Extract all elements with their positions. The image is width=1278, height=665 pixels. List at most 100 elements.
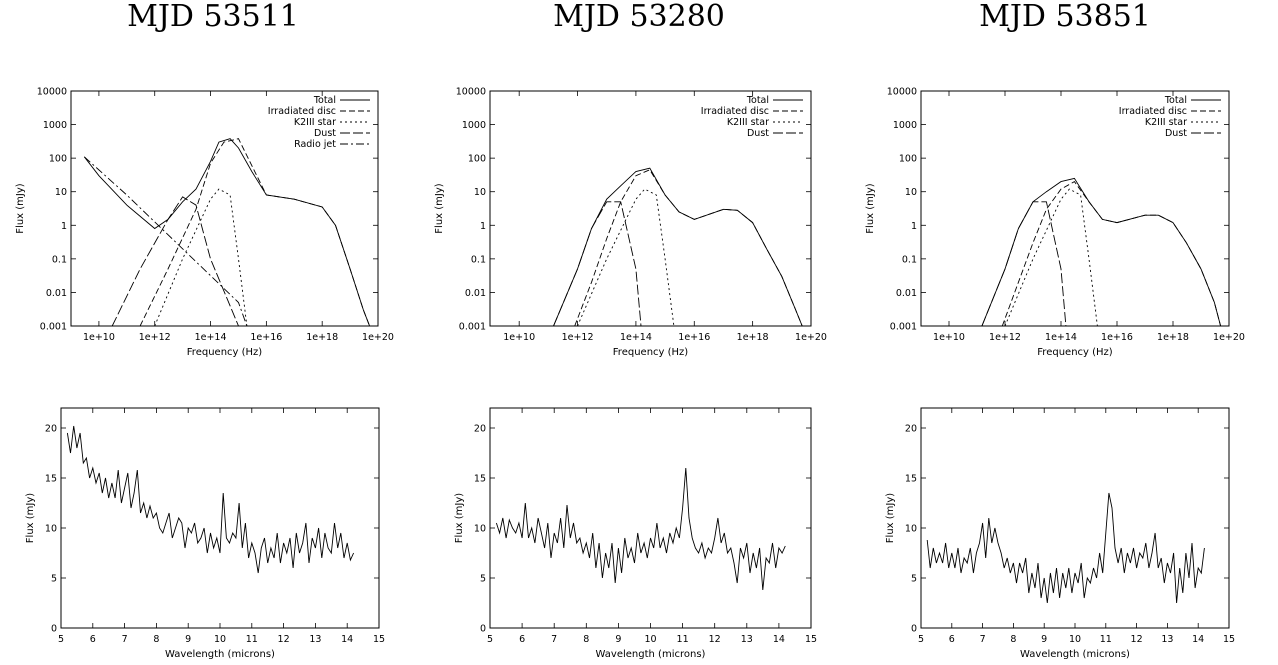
- y-tick-label: 1000: [43, 120, 67, 131]
- y-tick-label: 100: [49, 154, 67, 165]
- x-tick-label: 11: [677, 634, 689, 645]
- y-tick-label: 100: [468, 154, 486, 165]
- x-tick-label: 15: [1223, 634, 1235, 645]
- series-line-dust: [981, 201, 1067, 326]
- x-tick-label: 12: [278, 634, 290, 645]
- x-axis-label: Frequency (Hz): [187, 347, 263, 358]
- x-axis-label: Frequency (Hz): [613, 347, 689, 358]
- x-tick-label: 1e+20: [1213, 332, 1245, 343]
- plot-frame: [489, 407, 812, 629]
- chart-panel-2: 1e+10 1e+12 1e+14 1e+16 1e+18 1e+20 0.001 0.01 0…: [434, 87, 827, 359]
- x-tick-label: 1e+18: [737, 332, 769, 343]
- y-tick-label: 0.1: [902, 254, 917, 265]
- y-tick-label: 10: [474, 524, 486, 535]
- y-tick-label: 20: [45, 424, 57, 435]
- y-tick-label: 5: [911, 574, 917, 585]
- y-tick-label: 0: [480, 624, 486, 635]
- x-tick-label: 9: [185, 634, 191, 645]
- x-tick-label: 6: [519, 634, 525, 645]
- x-tick-label: 10: [644, 634, 656, 645]
- y-tick-label: 5: [480, 574, 486, 585]
- x-tick-label: 7: [980, 634, 986, 645]
- plot-frame: [920, 407, 1230, 629]
- y-tick-label: 10: [905, 187, 917, 198]
- legend-label: K2III star: [727, 117, 769, 128]
- x-tick-label: 15: [373, 634, 385, 645]
- x-axis-label: Wavelength (microns): [1020, 649, 1130, 660]
- x-tick-label: 7: [122, 634, 128, 645]
- x-tick-label: 1e+10: [503, 332, 535, 343]
- panel-title-3: MJD 53851: [979, 0, 1151, 34]
- x-tick-label: 1e+14: [1045, 332, 1077, 343]
- legend-label: K2III star: [294, 117, 336, 128]
- x-tick-label: 8: [1010, 634, 1016, 645]
- legend-label: Dust: [314, 128, 336, 139]
- y-tick-label: 10000: [37, 87, 67, 98]
- series-line-total: [553, 167, 803, 326]
- legend-label: Dust: [1165, 128, 1187, 139]
- y-axis-label: Flux (mJy): [865, 183, 876, 233]
- plot-frame: [489, 90, 812, 327]
- series-line-k2iii-star: [577, 188, 675, 326]
- legend-label: Dust: [747, 128, 769, 139]
- x-tick-label: 15: [805, 634, 817, 645]
- x-tick-label: 1e+16: [678, 332, 710, 343]
- x-tick-label: 13: [741, 634, 753, 645]
- spectrum-line: [66, 425, 355, 574]
- chart-panel-1: 1e+10 1e+12 1e+14 1e+16 1e+18 1e+20 0.001 0.01 0…: [15, 87, 394, 359]
- y-tick-label: 0.01: [46, 288, 67, 299]
- x-tick-label: 1e+10: [933, 332, 965, 343]
- x-tick-label: 1e+12: [989, 332, 1021, 343]
- series-line-radio-jet: [83, 156, 248, 326]
- y-tick-label: 0.001: [459, 322, 486, 333]
- legend-label: Total: [1164, 95, 1187, 106]
- x-tick-label: 12: [709, 634, 721, 645]
- x-tick-label: 1e+12: [139, 332, 171, 343]
- x-tick-label: 1e+18: [1157, 332, 1189, 343]
- x-tick-label: 1e+20: [795, 332, 827, 343]
- y-tick-label: 100: [899, 154, 917, 165]
- y-tick-label: 1: [480, 221, 486, 232]
- x-tick-label: 7: [551, 634, 557, 645]
- y-tick-label: 15: [905, 474, 917, 485]
- plot-frame: [60, 407, 380, 629]
- y-axis-label: Flux (mJy): [434, 183, 445, 233]
- x-tick-label: 8: [153, 634, 159, 645]
- x-tick-label: 10: [1069, 634, 1081, 645]
- x-tick-label: 1e+10: [83, 332, 115, 343]
- legend-label: Irradiated disc: [701, 106, 769, 117]
- y-tick-label: 0.1: [52, 254, 67, 265]
- legend-label: Total: [313, 95, 336, 106]
- series-line-dust: [553, 201, 642, 326]
- y-tick-label: 20: [474, 424, 486, 435]
- x-tick-label: 13: [1161, 634, 1173, 645]
- x-tick-label: 5: [918, 634, 924, 645]
- y-tick-label: 10: [45, 524, 57, 535]
- plot-frame: [70, 90, 379, 327]
- y-tick-label: 20: [905, 424, 917, 435]
- legend-label: Irradiated disc: [1119, 106, 1187, 117]
- y-tick-label: 10: [905, 524, 917, 535]
- spectrum-line: [926, 492, 1205, 604]
- x-tick-label: 13: [309, 634, 321, 645]
- y-tick-label: 15: [474, 474, 486, 485]
- x-tick-label: 11: [246, 634, 258, 645]
- panel-title-2: MJD 53280: [553, 0, 725, 34]
- y-tick-label: 1: [911, 221, 917, 232]
- y-tick-label: 1000: [462, 120, 486, 131]
- y-tick-label: 5: [51, 574, 57, 585]
- x-tick-label: 9: [615, 634, 621, 645]
- series-line-total: [981, 177, 1222, 326]
- x-tick-label: 1e+14: [620, 332, 652, 343]
- y-tick-label: 1000: [893, 120, 917, 131]
- x-axis-label: Wavelength (microns): [596, 649, 706, 660]
- y-axis-label: Flux (mJy): [25, 493, 36, 543]
- x-tick-label: 9: [1041, 634, 1047, 645]
- series-line-dust: [111, 196, 239, 326]
- legend-label: Radio jet: [294, 139, 336, 150]
- x-tick-label: 6: [90, 634, 96, 645]
- y-tick-label: 10: [474, 187, 486, 198]
